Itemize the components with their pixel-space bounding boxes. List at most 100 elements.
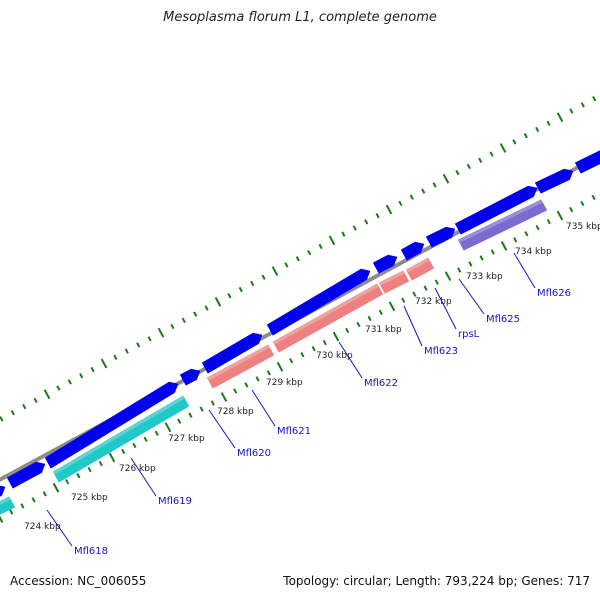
forward-cds-11: [574, 150, 600, 174]
outer-minor-tick: [113, 354, 118, 360]
inner-minor-tick: [233, 388, 238, 394]
inner-major-tick: [52, 482, 60, 493]
outer-minor-tick: [33, 397, 38, 404]
gene-labels: Mfl618 Mfl619 Mfl620 Mfl621 Mfl622 Mfl623rpsL…: [46, 252, 571, 557]
inner-minor-tick: [266, 370, 271, 376]
inner-minor-tick: [479, 255, 484, 261]
gene-label-7: Mfl625: [486, 314, 520, 325]
gene-leader-2: [208, 409, 236, 449]
cds-pink-c: [378, 270, 410, 294]
inner-minor-tick: [580, 200, 585, 207]
kbp-label-5: 729 kbp: [266, 378, 303, 388]
inner-minor-tick: [591, 194, 596, 201]
outer-minor-tick: [90, 366, 95, 373]
outer-minor-tick: [352, 225, 357, 231]
inner-minor-tick: [546, 218, 551, 225]
inner-minor-tick: [154, 430, 159, 437]
gene-leader-5: [403, 305, 423, 347]
outer-minor-tick: [535, 126, 540, 133]
outer-minor-tick: [136, 342, 141, 348]
inner-minor-tick: [423, 285, 428, 291]
genome-summary-text: Topology: circular; Length: 793,224 bp; …: [283, 574, 590, 588]
inner-minor-tick: [300, 352, 305, 358]
outer-minor-tick: [193, 311, 198, 317]
outer-minor-tick: [204, 305, 209, 311]
inner-major-tick: [108, 452, 116, 463]
kbp-label-7: 731 kbp: [365, 325, 402, 335]
inner-minor-tick: [322, 339, 327, 346]
outer-minor-tick: [67, 379, 72, 385]
inner-minor-tick: [513, 237, 518, 243]
inner-minor-tick: [143, 436, 148, 443]
inner-minor-tick: [244, 382, 249, 388]
inner-minor-tick: [490, 249, 495, 255]
forward-cds-4: [201, 332, 263, 374]
outer-minor-tick: [181, 317, 186, 324]
cds-cyan-a-shade: [0, 496, 11, 505]
gene-leader-6: [434, 287, 457, 330]
inner-minor-tick: [76, 472, 81, 479]
inner-minor-tick: [569, 206, 574, 213]
forward-cds-9: [454, 185, 538, 235]
outer-minor-tick: [341, 231, 346, 237]
kbp-label-4: 728 kbp: [217, 407, 254, 417]
feature-track: [0, 150, 600, 497]
forward-cds-2: [44, 381, 179, 469]
outer-minor-tick: [398, 200, 403, 207]
outer-minor-tick: [307, 249, 312, 256]
outer-minor-tick: [10, 410, 15, 416]
inner-tick-ring: [0, 194, 596, 523]
gene-label-0: Mfl618: [74, 546, 108, 557]
inner-minor-tick: [311, 345, 316, 352]
inner-minor-tick: [65, 479, 70, 485]
gene-leader-1: [130, 457, 157, 497]
inner-minor-tick: [98, 460, 103, 467]
outer-minor-tick: [432, 182, 437, 188]
outer-major-tick: [556, 112, 564, 123]
forward-cds-0: [0, 485, 6, 497]
outer-minor-tick: [295, 256, 300, 262]
inner-major-tick: [0, 515, 4, 523]
outer-major-tick: [385, 204, 393, 215]
gene-label-2: Mfl620: [237, 448, 271, 459]
inner-minor-tick: [255, 376, 260, 382]
outer-minor-tick: [170, 323, 175, 330]
inner-major-tick: [164, 422, 172, 433]
inner-minor-tick: [177, 418, 182, 424]
accession-text: Accession: NC_006055: [10, 574, 147, 588]
inner-minor-tick: [31, 497, 36, 503]
outer-major-tick: [271, 266, 279, 276]
outer-minor-tick: [250, 280, 255, 287]
inner-minor-tick: [378, 309, 383, 316]
inner-minor-tick: [401, 297, 406, 303]
inner-minor-tick: [367, 315, 372, 322]
outer-major-tick: [43, 389, 51, 400]
inner-minor-tick: [20, 503, 25, 509]
cds-cyan-b: [52, 395, 190, 483]
outer-minor-tick: [124, 348, 129, 354]
gene-leader-0: [46, 509, 73, 547]
gene-leader-3: [251, 389, 276, 427]
outer-minor-tick: [592, 96, 597, 102]
kbp-label-0: 724 kbp: [24, 522, 61, 532]
inner-minor-tick: [345, 327, 350, 334]
outer-minor-tick: [364, 219, 369, 225]
inner-minor-tick: [434, 279, 439, 285]
gene-leader-8: [513, 252, 536, 289]
gene-leader-7: [458, 278, 485, 315]
forward-cds-6: [372, 254, 398, 274]
cds-purple: [457, 199, 548, 251]
outer-minor-tick: [546, 120, 551, 127]
inner-major-tick: [444, 271, 452, 281]
inner-minor-tick: [289, 358, 294, 364]
inner-major-tick: [332, 331, 340, 342]
outer-major-tick: [100, 358, 108, 369]
inner-minor-tick: [42, 491, 47, 497]
inner-minor-tick: [9, 509, 14, 515]
cds-purple-shade: [458, 199, 543, 243]
kbp-label-3: 727 kbp: [168, 434, 205, 444]
cds-pink-b: [272, 283, 384, 353]
forward-cds-5: [266, 268, 371, 336]
